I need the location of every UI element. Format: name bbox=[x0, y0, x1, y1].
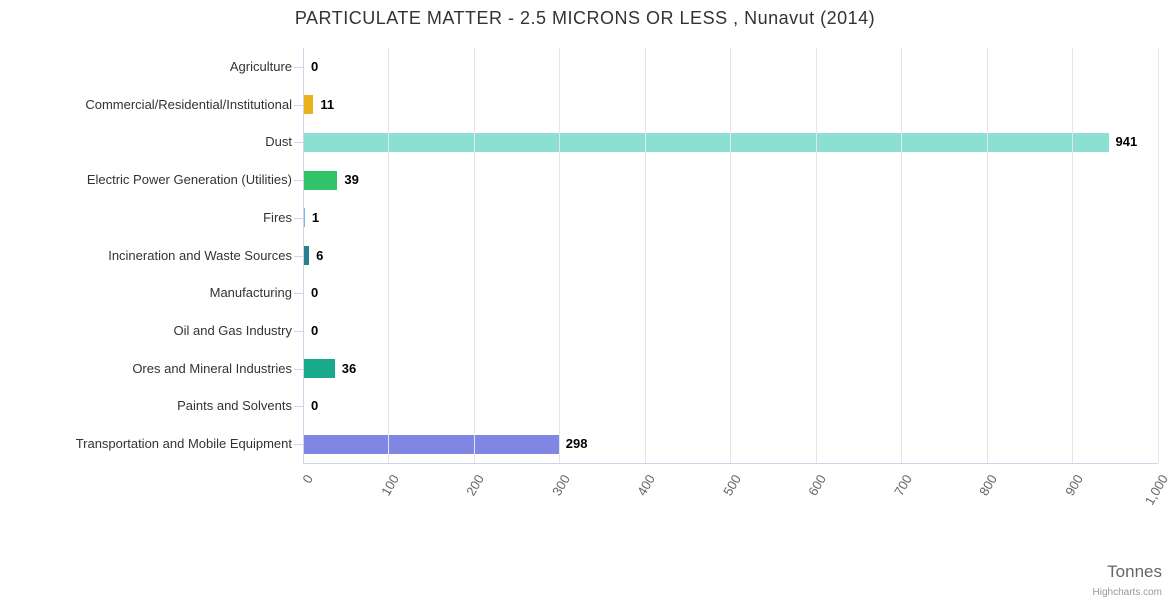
y-axis-tick bbox=[294, 330, 303, 332]
category-label: Dust bbox=[265, 134, 292, 150]
category-label: Agriculture bbox=[229, 58, 292, 74]
y-axis-line bbox=[302, 48, 304, 463]
bar[interactable] bbox=[304, 132, 1109, 152]
x-gridline bbox=[559, 48, 560, 463]
x-gridline bbox=[644, 48, 646, 463]
highcharts-credit[interactable]: Highcharts.com bbox=[1092, 587, 1162, 598]
value-label: 0 bbox=[311, 58, 319, 74]
y-axis-tick bbox=[294, 406, 303, 408]
category-label: Paints and Solvents bbox=[177, 398, 292, 414]
category-label: Manufacturing bbox=[209, 285, 292, 301]
y-axis-tick bbox=[294, 66, 303, 68]
value-label: 36 bbox=[341, 360, 357, 376]
category-label: Incineration and Waste Sources bbox=[108, 247, 292, 263]
y-axis-tick bbox=[294, 293, 303, 295]
x-axis-tick-label: 100 bbox=[377, 472, 402, 499]
value-label: 0 bbox=[311, 285, 319, 301]
x-gridline bbox=[815, 48, 817, 463]
category-label: Oil and Gas Industry bbox=[173, 322, 293, 338]
y-axis-tick bbox=[294, 368, 303, 370]
value-label: 1 bbox=[311, 209, 320, 225]
value-label: 941 bbox=[1115, 134, 1138, 150]
category-label: Commercial/Residential/Institutional bbox=[85, 96, 292, 112]
x-axis-tick-label: 200 bbox=[463, 472, 487, 499]
y-axis-tick bbox=[294, 180, 303, 182]
y-axis-tick bbox=[294, 104, 303, 106]
category-label: Fires bbox=[263, 209, 292, 225]
x-gridline bbox=[388, 48, 389, 463]
value-label: 298 bbox=[565, 436, 588, 452]
bar[interactable] bbox=[304, 170, 338, 190]
x-axis-tick-label: 700 bbox=[890, 472, 915, 499]
x-gridline bbox=[730, 48, 731, 463]
x-axis-line bbox=[303, 463, 1158, 464]
x-axis-tick-label: 0 bbox=[299, 472, 316, 486]
bar[interactable] bbox=[304, 208, 305, 228]
x-axis-tick-label: 800 bbox=[976, 472, 1000, 499]
x-axis-tick-label: 300 bbox=[548, 472, 573, 499]
x-axis-tick-label: 900 bbox=[1061, 472, 1086, 499]
x-axis-tick-label: 500 bbox=[719, 472, 744, 499]
category-label: Ores and Mineral Industries bbox=[132, 360, 292, 376]
bar[interactable] bbox=[304, 95, 314, 115]
value-label: 39 bbox=[344, 172, 359, 188]
value-label: 0 bbox=[311, 398, 319, 414]
x-gridline bbox=[1072, 48, 1073, 463]
bar[interactable] bbox=[304, 246, 310, 265]
value-label: 11 bbox=[320, 96, 335, 112]
x-gridline bbox=[901, 48, 902, 463]
y-axis-tick bbox=[294, 142, 303, 144]
x-axis-title: Tonnes bbox=[1107, 562, 1162, 581]
y-axis-tick bbox=[294, 255, 303, 257]
chart-title: PARTICULATE MATTER - 2.5 MICRONS OR LESS… bbox=[294, 8, 876, 28]
bar[interactable] bbox=[304, 359, 335, 379]
category-label: Electric Power Generation (Utilities) bbox=[86, 172, 292, 188]
bar[interactable] bbox=[304, 434, 559, 454]
value-label: 6 bbox=[316, 247, 324, 263]
x-axis-tick-label: 600 bbox=[805, 472, 829, 499]
x-axis-tick-label: 400 bbox=[634, 472, 658, 499]
y-axis-tick bbox=[294, 444, 303, 446]
x-gridline bbox=[473, 48, 475, 463]
value-label: 0 bbox=[311, 322, 319, 338]
x-gridline bbox=[986, 48, 988, 463]
y-axis-tick bbox=[294, 217, 303, 219]
x-gridline bbox=[1157, 48, 1159, 463]
category-label: Transportation and Mobile Equipment bbox=[75, 436, 292, 452]
